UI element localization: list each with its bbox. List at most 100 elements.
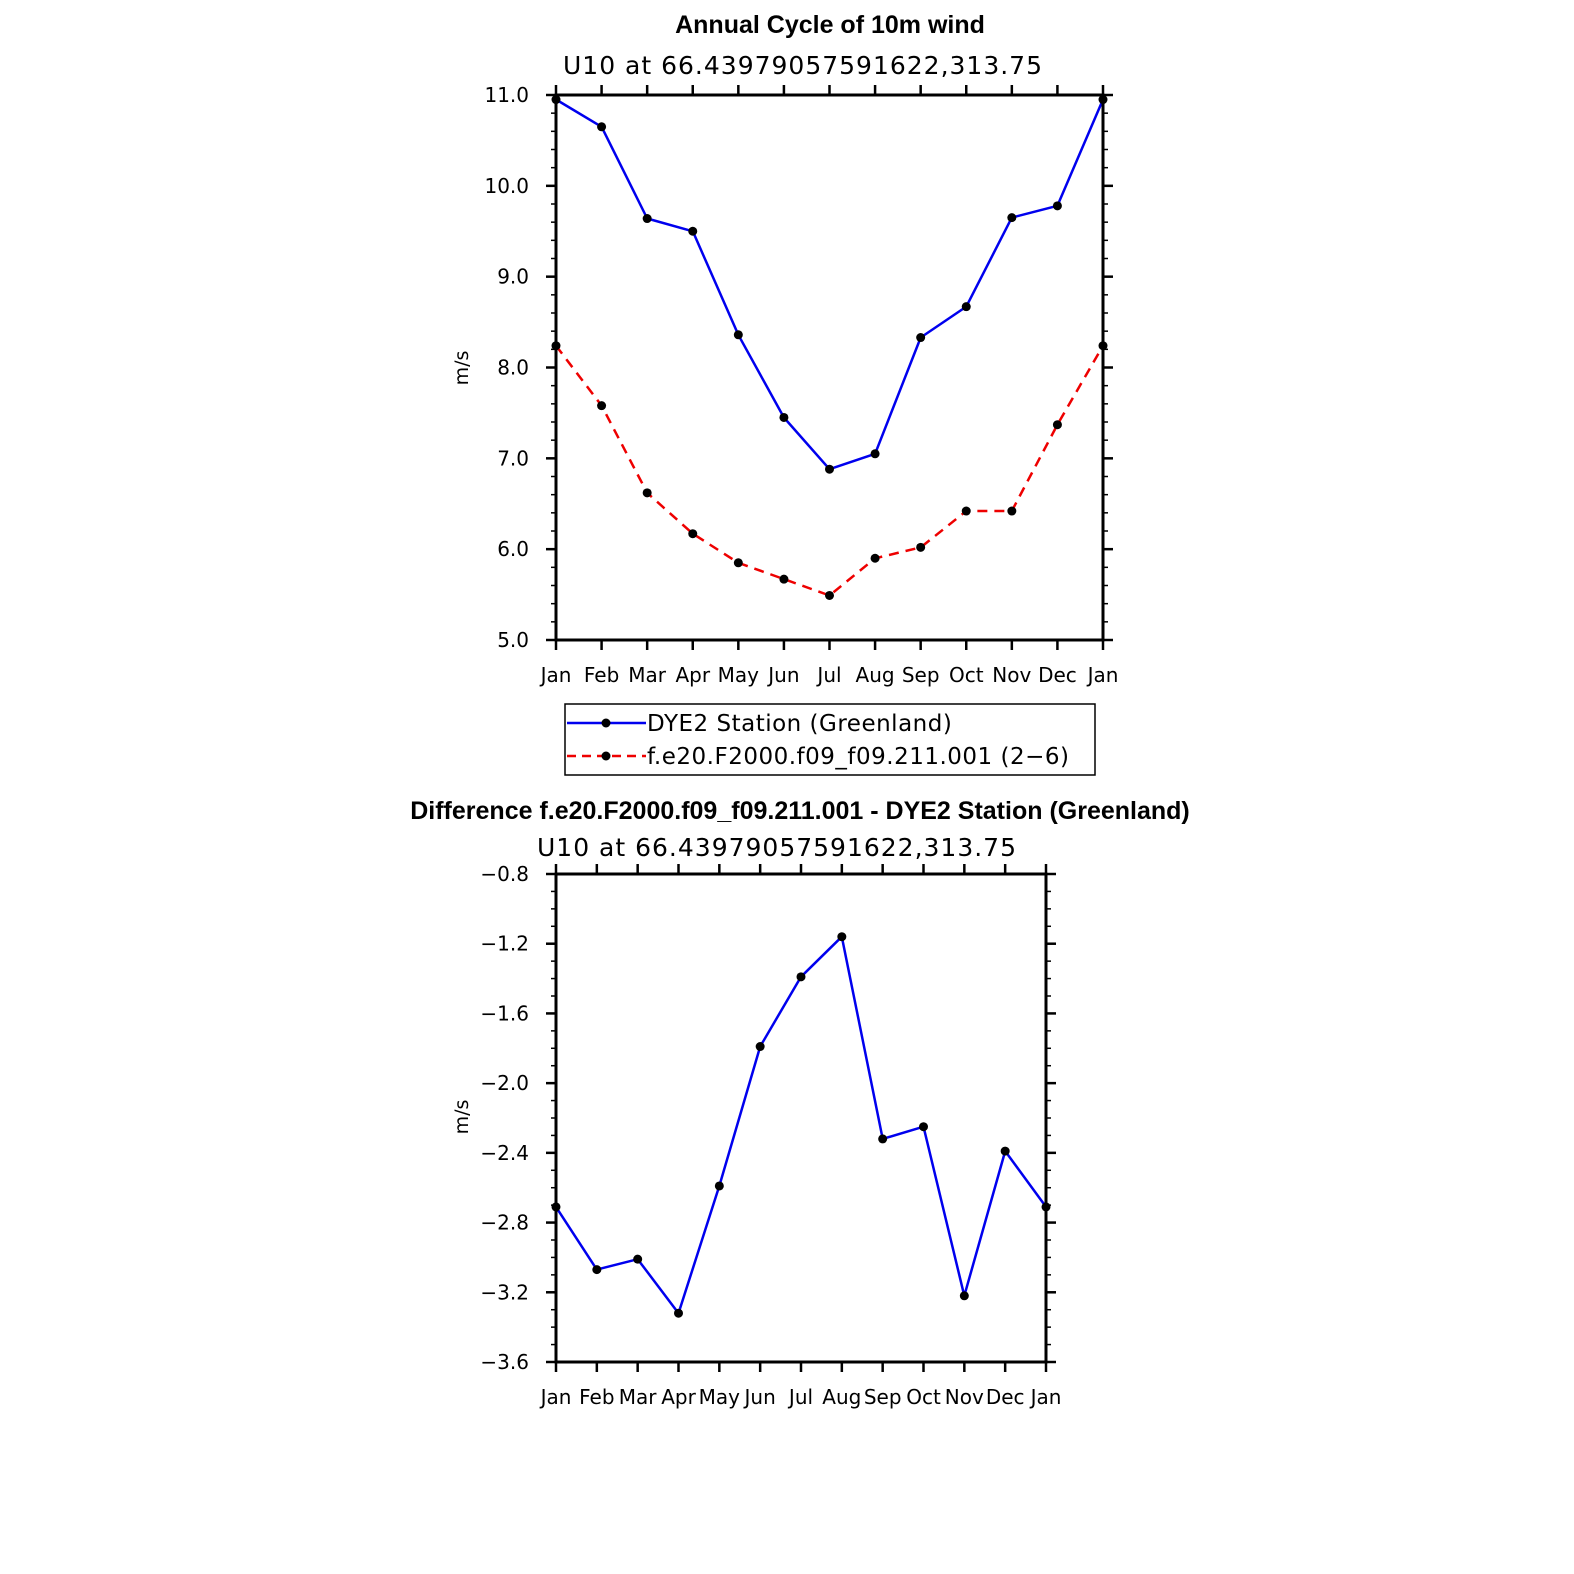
x-tick-label: Oct bbox=[949, 663, 984, 687]
tick-group bbox=[546, 864, 1056, 1372]
data-point-1 bbox=[1007, 506, 1017, 516]
data-point-0 bbox=[688, 226, 698, 236]
series-lines bbox=[555, 98, 1105, 597]
y-tick-label: 8.0 bbox=[497, 356, 529, 380]
y-tick-label: −2.4 bbox=[480, 1141, 529, 1165]
x-tick-label: Mar bbox=[619, 1385, 658, 1409]
data-point-0 bbox=[642, 214, 652, 224]
y-tick-label: −0.8 bbox=[480, 862, 529, 886]
plot-frame bbox=[554, 93, 1105, 642]
x-tick-label: Nov bbox=[992, 663, 1031, 687]
data-point-0 bbox=[779, 412, 789, 422]
y-tick-label: 6.0 bbox=[497, 537, 529, 561]
data-point-0 bbox=[919, 1122, 928, 1132]
x-tick-label: Apr bbox=[661, 1385, 696, 1409]
legend-label-model: f.e20.F2000.f09_f09.211.001 (2−6) bbox=[647, 744, 1069, 770]
x-tick-label: Jun bbox=[743, 1385, 776, 1409]
tick-labels: Jan Feb Mar Apr May Jun Jul Aug Sep Oct Nov Dec Jan−… bbox=[480, 862, 1061, 1409]
x-tick-label: Aug bbox=[822, 1385, 861, 1409]
x-tick-label: Nov bbox=[945, 1385, 984, 1409]
y-tick-label: −2.8 bbox=[480, 1211, 529, 1235]
tick-labels: Jan Feb Mar Apr May Jun Jul Aug Sep Oct Nov Dec Jan 5… bbox=[484, 83, 1118, 687]
y-tick-label: −3.2 bbox=[480, 1280, 529, 1304]
data-point-1 bbox=[597, 401, 607, 411]
x-tick-label: Jul bbox=[815, 663, 841, 687]
data-point-0 bbox=[1007, 213, 1017, 223]
y-tick-label: 9.0 bbox=[497, 265, 529, 289]
chart-subtitle: U10 at 66.43979057591622,313.75 bbox=[563, 51, 1043, 80]
data-point-1 bbox=[688, 529, 698, 539]
legend-entry-dye2: DYE2 Station (Greenland) bbox=[567, 711, 952, 737]
x-tick-label: Oct bbox=[906, 1385, 941, 1409]
data-point-0 bbox=[837, 932, 847, 942]
legend-box bbox=[564, 703, 1096, 776]
tick-group bbox=[546, 85, 1113, 650]
data-point-1 bbox=[733, 558, 743, 568]
x-tick-label: Apr bbox=[675, 663, 710, 687]
y-tick-label: 5.0 bbox=[497, 628, 529, 652]
chart-annual-cycle: Annual Cycle of 10m wind U10 at 66.43979… bbox=[451, 11, 1118, 776]
x-tick-label: Feb bbox=[579, 1385, 614, 1409]
x-tick-label: May bbox=[718, 663, 760, 687]
series-line-0 bbox=[555, 98, 1105, 471]
y-tick-label: −1.6 bbox=[480, 1001, 529, 1025]
data-point-0 bbox=[878, 1134, 888, 1144]
x-tick-label: Jan bbox=[539, 1385, 572, 1409]
data-point-0 bbox=[714, 1181, 724, 1191]
data-point-0 bbox=[755, 1042, 765, 1052]
x-tick-label: Sep bbox=[864, 1385, 902, 1409]
data-point-0 bbox=[597, 122, 607, 132]
y-axis-label: m/s bbox=[451, 351, 473, 386]
legend-marker-model bbox=[601, 751, 611, 761]
x-tick-label: Jun bbox=[766, 663, 799, 687]
data-point-0 bbox=[1052, 201, 1062, 211]
y-tick-label: −2.0 bbox=[480, 1071, 529, 1095]
data-point-0 bbox=[959, 1291, 969, 1301]
y-tick-label: −3.6 bbox=[480, 1350, 529, 1374]
chart-title: Difference f.e20.F2000.f09_f09.211.001 -… bbox=[410, 797, 1190, 825]
data-point-0 bbox=[916, 333, 926, 343]
data-point-0 bbox=[633, 1254, 643, 1264]
y-tick-label: −1.2 bbox=[480, 932, 529, 956]
x-tick-label: Mar bbox=[628, 663, 667, 687]
x-tick-label: Jul bbox=[787, 1385, 813, 1409]
data-point-1 bbox=[961, 506, 971, 516]
chart-subtitle: U10 at 66.43979057591622,313.75 bbox=[537, 833, 1017, 862]
data-point-0 bbox=[674, 1308, 683, 1318]
data-point-1 bbox=[870, 553, 880, 563]
y-tick-label: 10.0 bbox=[484, 174, 529, 198]
y-tick-label: 11.0 bbox=[484, 83, 529, 107]
legend-entry-model: f.e20.F2000.f09_f09.211.001 (2−6) bbox=[567, 744, 1069, 770]
plot-frame bbox=[554, 872, 1048, 1364]
data-point-0 bbox=[870, 449, 880, 459]
data-point-0 bbox=[825, 464, 834, 474]
x-tick-label: Jan bbox=[539, 663, 572, 687]
y-axis-label: m/s bbox=[451, 1100, 473, 1135]
chart-title: Annual Cycle of 10m wind bbox=[675, 11, 985, 39]
x-tick-label: May bbox=[699, 1385, 741, 1409]
series-points bbox=[551, 932, 1051, 1318]
x-tick-label: Dec bbox=[1038, 663, 1077, 687]
x-tick-label: Sep bbox=[902, 663, 940, 687]
legend: DYE2 Station (Greenland) f.e20.F2000.f09… bbox=[564, 703, 1096, 776]
series-line-0 bbox=[554, 935, 1048, 1315]
series-points bbox=[551, 95, 1108, 600]
chart-difference: Difference f.e20.F2000.f09_f09.211.001 -… bbox=[410, 797, 1190, 1409]
x-tick-label: Jan bbox=[1029, 1385, 1062, 1409]
data-point-0 bbox=[796, 972, 806, 982]
data-point-1 bbox=[916, 542, 926, 552]
data-point-1 bbox=[642, 488, 652, 498]
data-point-1 bbox=[825, 590, 834, 600]
legend-marker-dye2 bbox=[601, 718, 611, 728]
data-point-0 bbox=[592, 1265, 602, 1275]
data-point-1 bbox=[1052, 420, 1062, 430]
x-tick-label: Jan bbox=[1086, 663, 1119, 687]
data-point-0 bbox=[733, 330, 743, 340]
x-tick-label: Aug bbox=[856, 663, 895, 687]
y-tick-label: 7.0 bbox=[497, 446, 529, 470]
series-lines bbox=[554, 935, 1048, 1315]
data-point-1 bbox=[779, 574, 789, 584]
data-point-0 bbox=[961, 302, 971, 312]
x-tick-label: Dec bbox=[986, 1385, 1025, 1409]
